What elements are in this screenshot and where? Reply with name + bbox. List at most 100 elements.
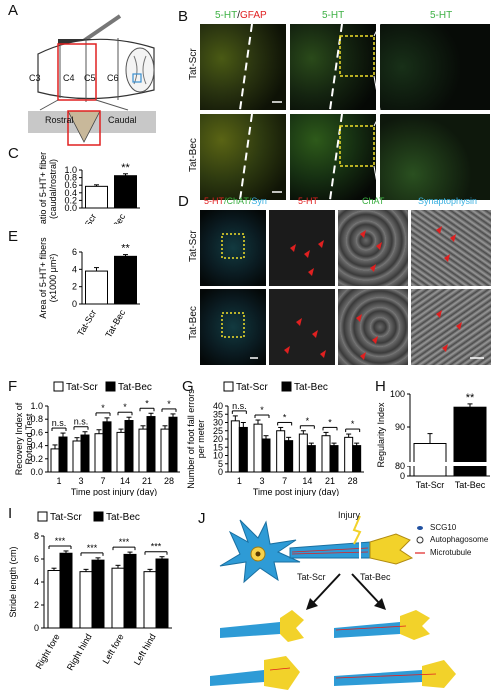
- y-tick-label: 0.4: [64, 188, 77, 198]
- x-tick-label: 7: [100, 476, 105, 486]
- d-scr-syn: [411, 210, 491, 286]
- d-bec-chat: [338, 289, 408, 365]
- panel-label-b: B: [178, 8, 189, 25]
- bar: [72, 440, 82, 473]
- neuron-icon: [219, 515, 414, 584]
- bar: [114, 175, 137, 209]
- j-arrow-tat-scr: Tat-Scr: [297, 572, 326, 582]
- d-col1-5ht: 5-HT: [204, 196, 224, 206]
- significance-mark: *: [283, 412, 287, 422]
- legend-label: Tat-Scr: [236, 382, 268, 393]
- bar: [146, 416, 156, 473]
- y-tick-label: 6: [72, 247, 77, 257]
- y-axis-label: Stride length (cm): [8, 546, 18, 617]
- legend-label: Tat-Bec: [118, 382, 152, 393]
- b-overlays: [239, 24, 381, 200]
- y-tick-label: 6: [34, 554, 39, 564]
- bar: [138, 428, 148, 473]
- d-col1-header: 5-HT/ChAT/Syn: [204, 196, 267, 206]
- bar: [94, 433, 104, 473]
- panel-label-f: F: [8, 378, 18, 395]
- bar: [50, 448, 60, 473]
- bar: [58, 436, 68, 473]
- x-tick-label: 3: [259, 476, 264, 486]
- y-tick-label: 0: [72, 299, 77, 309]
- segment-c4: C4: [63, 73, 75, 83]
- legend-swatch: [53, 381, 64, 392]
- x-tick-label: 28: [348, 476, 358, 486]
- x-tick-label: Tat-Bec: [103, 212, 127, 224]
- legend-label: Tat-Bec: [106, 512, 140, 523]
- legend-swatch: [37, 511, 48, 522]
- bar: [352, 445, 362, 473]
- cross-section: [125, 47, 155, 93]
- significance-mark: *: [351, 419, 355, 429]
- bar: [321, 435, 331, 473]
- x-tick-label: Left hind: [132, 632, 158, 667]
- chart-h: 080 90 100 Regularity Index Tat-Scr Tat-Bec **: [376, 389, 495, 490]
- axis-break: [405, 462, 495, 466]
- segment-c5: C5: [84, 73, 96, 83]
- x-tick-label: Tat-Bec: [455, 480, 486, 490]
- x-tick-label: 1: [237, 476, 242, 486]
- legend-label: Tat-Bec: [294, 382, 328, 393]
- bar: [276, 430, 286, 473]
- d-col1-chat: /ChAT/: [224, 196, 252, 206]
- legend-label: Tat-Scr: [66, 382, 98, 393]
- bar: [230, 420, 240, 473]
- panel-label-g: G: [182, 378, 194, 395]
- significance-mark: *: [260, 405, 264, 415]
- bar: [298, 433, 308, 473]
- significance-mark: ***: [55, 536, 66, 546]
- significance-mark: ***: [87, 543, 98, 553]
- b-col1-sep: /: [237, 10, 241, 21]
- y-axis-label: Regularity Index: [376, 402, 386, 468]
- chart-f: 0.0 0.2 0.4 0.6 0.8 1.0 Recovery Index of Rotar…: [14, 381, 180, 496]
- b-col2-header: 5-HT: [322, 10, 345, 21]
- segment-c3: C3: [29, 73, 41, 83]
- y-tick-label: 90: [395, 422, 405, 432]
- legend-microtubule: Microtubule: [430, 548, 472, 557]
- d-scr-merge: [200, 210, 266, 286]
- legend-autophagosome: Autophagosome: [430, 535, 489, 544]
- y-tick-label: 1.0: [30, 401, 43, 411]
- significance-mark: ***: [119, 537, 130, 547]
- d-overlays: [221, 226, 484, 360]
- b-col3-header: 5-HT: [430, 10, 453, 21]
- d-bec-merge: [200, 289, 266, 365]
- tat-scr-axon-1: [220, 610, 304, 642]
- bar: [160, 428, 170, 473]
- significance-mark: *: [123, 402, 127, 412]
- bar: [47, 570, 61, 629]
- legend-scg10: SCG10: [430, 523, 457, 532]
- x-tick-label: 28: [164, 476, 174, 486]
- y-tick-label: 40: [213, 401, 223, 411]
- y-tick-label: 0.0: [64, 203, 77, 213]
- tat-bec-axon-1: [334, 610, 430, 640]
- bar: [85, 185, 108, 209]
- x-tick-label: Tat-Scr: [416, 480, 445, 490]
- y-tick-label: 0.0: [30, 467, 43, 477]
- tat-bec-axon-2: [334, 660, 456, 688]
- y-tick-label: 4: [72, 264, 77, 274]
- probe-needle: [80, 14, 122, 44]
- significance-mark: *: [101, 403, 105, 413]
- legend-swatch: [281, 381, 292, 392]
- y-tick-label: 30: [213, 418, 223, 428]
- region-box: [57, 43, 97, 101]
- y-tick-label: 2: [72, 282, 77, 292]
- rostral-label: Rostral: [45, 115, 74, 125]
- b-bec-zoom: [380, 114, 490, 200]
- significance-mark: ***: [151, 542, 162, 552]
- y-tick-label: 15: [213, 442, 223, 452]
- significance-mark: *: [145, 398, 149, 408]
- arrow-left: [311, 573, 341, 605]
- arrow-right: [351, 573, 381, 605]
- significance-mark: **: [121, 243, 130, 255]
- bar: [413, 443, 447, 477]
- scg10-icon: [417, 526, 423, 530]
- x-tick-label: Tat-Scr: [75, 212, 98, 224]
- x-tick-label: Right hind: [65, 632, 94, 672]
- bar: [168, 416, 178, 473]
